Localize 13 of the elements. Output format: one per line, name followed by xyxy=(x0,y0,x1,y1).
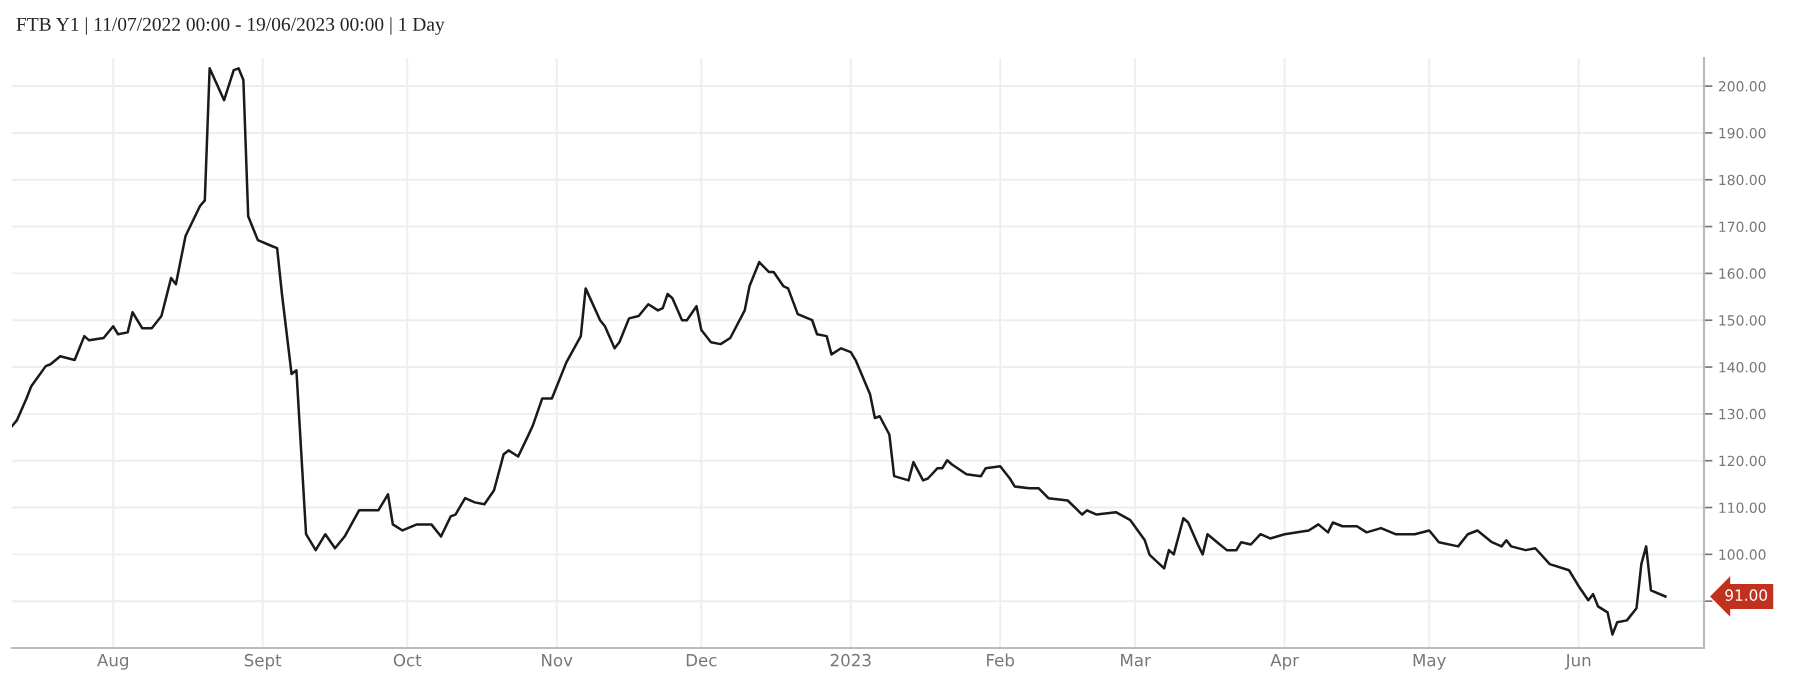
chart-title: FTB Y1 | 11/07/2022 00:00 - 19/06/2023 00:00 | 1 Day xyxy=(16,17,445,35)
x-tick-label: Aug xyxy=(97,654,128,670)
x-tick-label: Sept xyxy=(244,653,282,670)
line-series xyxy=(12,67,1667,636)
x-tick-label: Jun xyxy=(1564,654,1591,670)
x-tick-label: Nov xyxy=(542,654,573,667)
x-tick-label: Mar xyxy=(1121,654,1151,667)
x-tick-label: Oct xyxy=(393,653,422,667)
x-tick-label: Apr xyxy=(1270,654,1300,670)
x-tick-label: May xyxy=(1413,654,1446,670)
x-tick-label: Dec xyxy=(686,654,717,667)
x-tick-label: Feb xyxy=(987,653,1015,667)
x-tick-label: 2023 xyxy=(830,653,871,667)
